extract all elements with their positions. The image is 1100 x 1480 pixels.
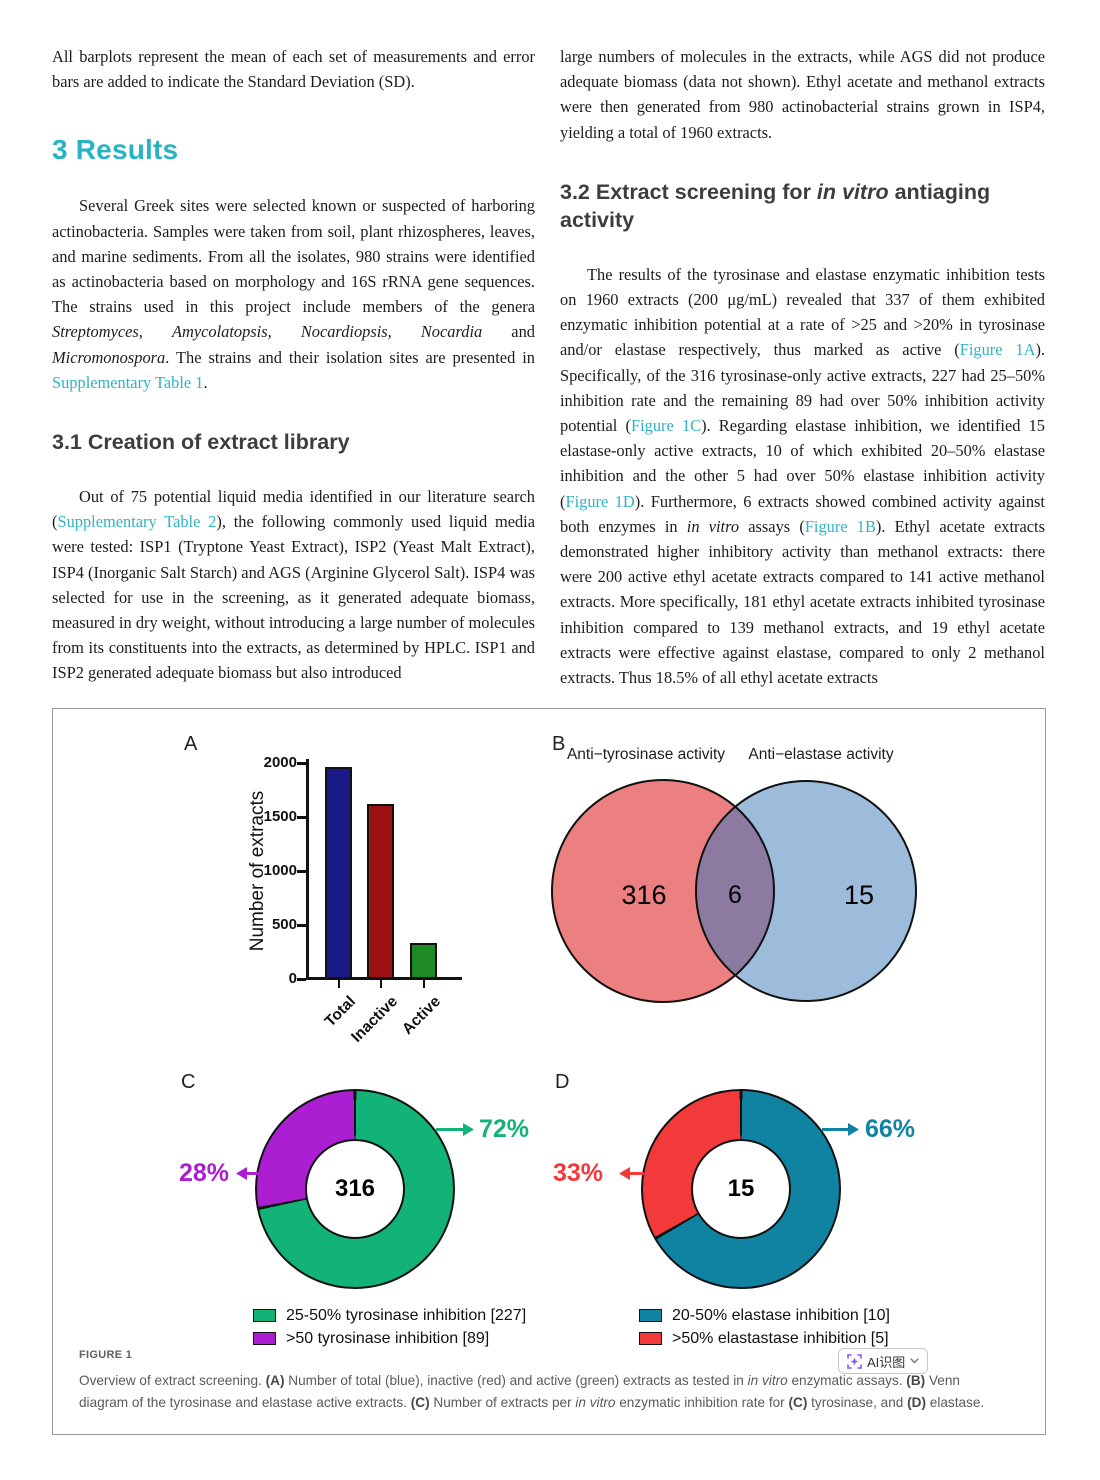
legend-row: >50 tyrosinase inhibition [89] [253,1329,490,1347]
venn-right-value: 15 [844,880,874,910]
donut-chart-tyrosinase: 316 [255,1089,455,1289]
y-tick-mark [297,924,306,927]
y-tick-label: 0 [288,970,297,987]
panel-c-label: C [181,1071,196,1093]
legend-swatch [253,1332,276,1345]
donut-center-value: 316 [305,1139,405,1239]
venn-circle-outline [551,779,775,1003]
arrow-right-icon [848,1123,859,1136]
legend-label: 20-50% elastase inhibition [10] [672,1306,890,1324]
legend-swatch [253,1309,276,1322]
ai-badge-label: AI识图 [867,1354,906,1370]
y-tick-mark [297,762,306,765]
legend-row: 20-50% elastase inhibition [10] [639,1306,890,1324]
pct-label-minor: 33% [552,1159,603,1187]
section-heading-3-2: 3.2 Extract screening for in vitro antia… [560,179,991,232]
y-tick-mark [297,816,306,819]
pct-label-major: 72% [479,1115,530,1143]
ai-image-recognition-button[interactable]: AI识图 [838,1348,929,1374]
legend-row: >50% elastastase inhibition [5] [639,1329,889,1347]
venn-diagram: Anti−tyrosinase activity Anti−elastase a… [551,746,917,1003]
panel-b-label: B [552,733,566,755]
ai-scan-icon [847,1353,862,1369]
x-tick-mark [422,980,426,988]
paragraph: All barplots represent the mean of each … [52,47,535,92]
bar-active [410,942,437,979]
bar-total [325,767,352,979]
section-heading-3-1: 3.1 Creation of extract library [52,430,350,455]
legend-row: 25-50% tyrosinase inhibition [227] [253,1306,527,1324]
paragraph: Out of 75 potential liquid media identif… [52,487,535,683]
venn-left-value: 316 [621,880,666,910]
y-tick-label: 1500 [263,808,297,825]
venn-overlap-region [696,781,774,1001]
paragraph: The results of the tyrosinase and elasta… [560,264,1045,688]
callout-arrow [822,1128,849,1131]
callout-arrow [246,1172,260,1175]
x-tick-mark [337,980,341,988]
section-heading-results: 3 Results [52,134,179,166]
bar-inactive [367,803,394,979]
x-tick-mark [379,980,383,988]
y-tick-mark [297,870,306,873]
paragraph: Several Greek sites were selected known … [52,196,535,392]
chevron-down-icon [910,1358,919,1364]
arrow-left-icon [619,1167,630,1180]
left-column: All barplots represent the mean of each … [52,44,535,686]
y-tick-mark [297,978,306,981]
legend-label: >50 tyrosinase inhibition [89] [286,1329,490,1347]
figure-caption: Overview of extract screening. (A) Numbe… [79,1373,985,1410]
venn-right-set-label: Anti−elastase activity [748,746,893,763]
donut-chart-elastase: 15 [641,1089,841,1289]
y-tick-label: 500 [271,916,297,933]
y-tick-label: 1000 [263,862,297,879]
venn-circle-outline [695,780,917,1002]
venn-left-set-label: Anti−tyrosinase activity [567,746,725,763]
y-axis-line [306,759,309,980]
panel-a-label: A [184,733,198,755]
y-tick-label: 2000 [263,754,297,771]
figure-1-box: A Number of extracts 0 500 1000 1500 2000 Tot… [52,708,1046,1435]
figure-caption-label: FIGURE 1 [79,1349,133,1361]
legend-label: 25-50% tyrosinase inhibition [227] [286,1306,527,1324]
right-column: large numbers of molecules in the extrac… [560,44,1045,690]
legend-swatch [639,1332,662,1345]
pct-label-minor: 28% [178,1159,229,1187]
arrow-left-icon [236,1167,247,1180]
panel-d-label: D [555,1071,570,1093]
callout-arrow [436,1128,464,1131]
pct-label-major: 66% [865,1115,916,1143]
callout-arrow [629,1172,644,1175]
paragraph: large numbers of molecules in the extrac… [560,47,1045,142]
donut-center-value: 15 [691,1139,791,1239]
venn-overlap-value: 6 [728,881,742,909]
legend-label: >50% elastastase inhibition [5] [672,1329,889,1347]
bar-chart-panel-a: Number of extracts 0 500 1000 1500 2000 Total… [53,709,553,1079]
legend-swatch [639,1309,662,1322]
arrow-right-icon [463,1123,474,1136]
